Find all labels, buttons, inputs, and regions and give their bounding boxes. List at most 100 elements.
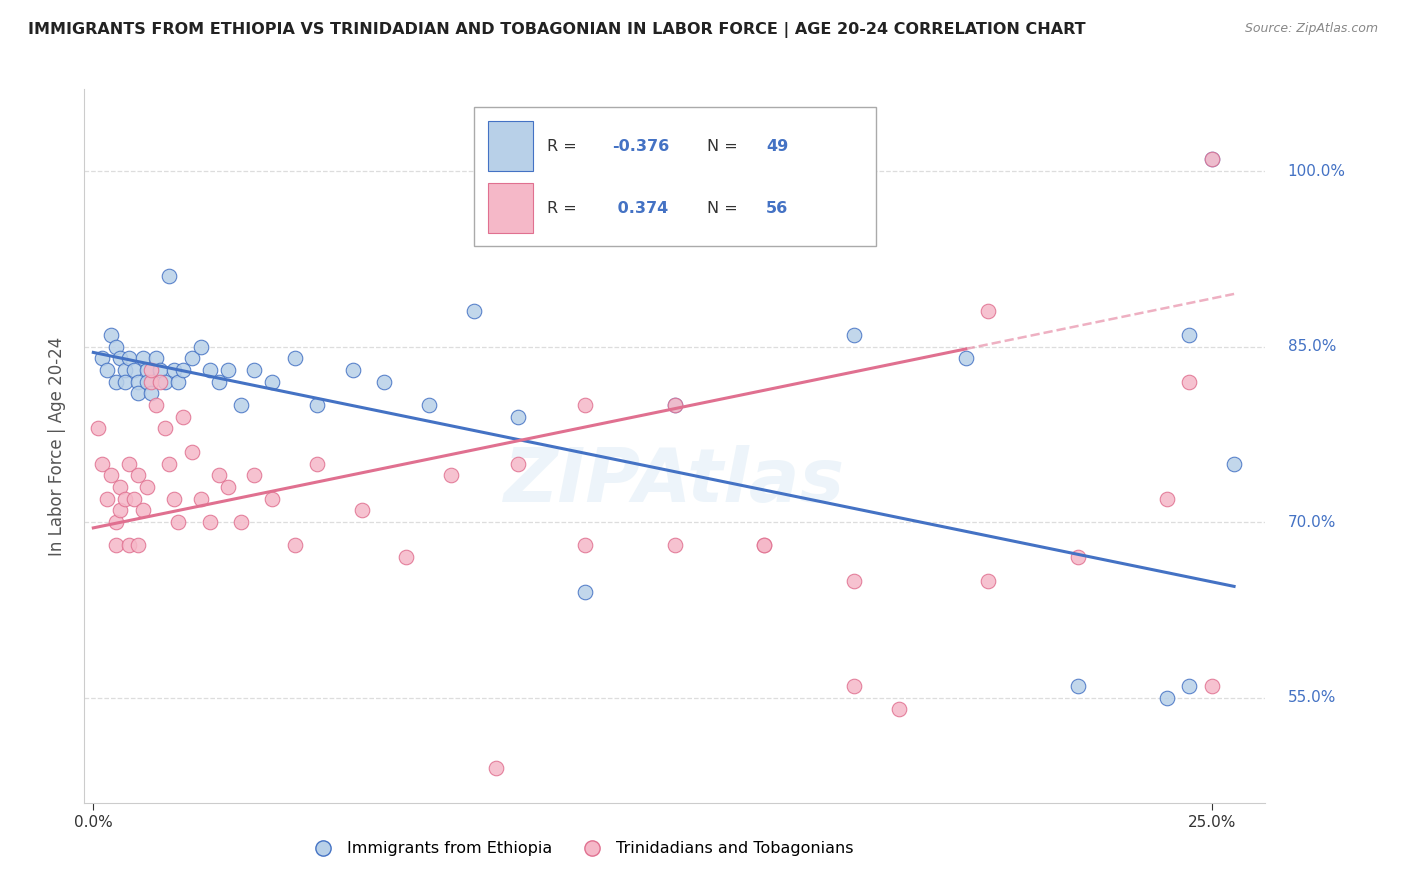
Point bbox=[305, 398, 328, 412]
Point bbox=[167, 515, 190, 529]
Point bbox=[1178, 679, 1201, 693]
Point bbox=[574, 398, 596, 412]
Text: R =: R = bbox=[547, 139, 576, 153]
Point bbox=[163, 363, 186, 377]
Point bbox=[136, 480, 159, 494]
Point bbox=[217, 363, 239, 377]
Point bbox=[131, 503, 153, 517]
Point bbox=[108, 503, 131, 517]
Point bbox=[127, 468, 149, 483]
Point bbox=[395, 550, 418, 565]
Point bbox=[180, 351, 202, 366]
Point bbox=[136, 375, 159, 389]
Text: 100.0%: 100.0% bbox=[1288, 163, 1346, 178]
Point bbox=[149, 375, 172, 389]
Point bbox=[145, 351, 167, 366]
Text: IMMIGRANTS FROM ETHIOPIA VS TRINIDADIAN AND TOBAGONIAN IN LABOR FORCE | AGE 20-2: IMMIGRANTS FROM ETHIOPIA VS TRINIDADIAN … bbox=[28, 22, 1085, 38]
Point bbox=[1156, 491, 1178, 506]
Point bbox=[104, 538, 127, 552]
Point bbox=[217, 480, 239, 494]
Point bbox=[122, 491, 145, 506]
Point bbox=[1201, 153, 1223, 167]
Point bbox=[418, 398, 440, 412]
Point bbox=[157, 269, 180, 284]
Point bbox=[207, 468, 229, 483]
Text: -0.376: -0.376 bbox=[612, 139, 669, 153]
Point bbox=[440, 468, 463, 483]
Point bbox=[977, 574, 1000, 588]
Point bbox=[842, 574, 865, 588]
Bar bbox=[488, 121, 533, 171]
Point bbox=[104, 375, 127, 389]
Point bbox=[114, 491, 136, 506]
Point bbox=[127, 386, 149, 401]
Point bbox=[1178, 327, 1201, 342]
Point bbox=[1156, 690, 1178, 705]
Text: 55.0%: 55.0% bbox=[1288, 690, 1336, 705]
Point bbox=[574, 538, 596, 552]
Point bbox=[141, 386, 163, 401]
Point bbox=[108, 351, 131, 366]
Point bbox=[243, 363, 266, 377]
Text: N =: N = bbox=[707, 139, 738, 153]
Text: ZIPAtlas: ZIPAtlas bbox=[505, 445, 845, 518]
Point bbox=[754, 538, 776, 552]
Point bbox=[91, 457, 114, 471]
Text: 56: 56 bbox=[766, 201, 789, 216]
Point bbox=[87, 421, 110, 435]
Point bbox=[104, 340, 127, 354]
Point bbox=[955, 351, 977, 366]
Point bbox=[664, 398, 686, 412]
Bar bbox=[488, 184, 533, 234]
Point bbox=[1066, 679, 1088, 693]
Point bbox=[96, 491, 118, 506]
Point bbox=[114, 363, 136, 377]
Point bbox=[163, 491, 186, 506]
Point bbox=[842, 679, 865, 693]
Point bbox=[122, 363, 145, 377]
Text: 0.374: 0.374 bbox=[612, 201, 668, 216]
Point bbox=[153, 421, 176, 435]
Point bbox=[1201, 679, 1223, 693]
Point bbox=[100, 468, 122, 483]
Point bbox=[157, 457, 180, 471]
Point bbox=[118, 538, 141, 552]
Text: N =: N = bbox=[707, 201, 738, 216]
Point bbox=[114, 375, 136, 389]
Point bbox=[167, 375, 190, 389]
Point bbox=[136, 363, 159, 377]
Point bbox=[131, 351, 153, 366]
Text: R =: R = bbox=[547, 201, 576, 216]
Point bbox=[198, 515, 221, 529]
Point bbox=[153, 375, 176, 389]
Y-axis label: In Labor Force | Age 20-24: In Labor Force | Age 20-24 bbox=[48, 336, 66, 556]
Point bbox=[207, 375, 229, 389]
Text: 70.0%: 70.0% bbox=[1288, 515, 1336, 530]
Point bbox=[180, 445, 202, 459]
Point bbox=[350, 503, 373, 517]
Point bbox=[284, 538, 307, 552]
Point bbox=[1201, 153, 1223, 167]
Point bbox=[145, 398, 167, 412]
Point bbox=[100, 327, 122, 342]
Point bbox=[149, 363, 172, 377]
Point bbox=[243, 468, 266, 483]
Point bbox=[172, 363, 194, 377]
Point bbox=[284, 351, 307, 366]
Point bbox=[1178, 375, 1201, 389]
Point bbox=[172, 409, 194, 424]
Point bbox=[104, 515, 127, 529]
Point bbox=[229, 515, 252, 529]
Point bbox=[141, 363, 163, 377]
Point bbox=[141, 375, 163, 389]
Point bbox=[754, 222, 776, 236]
Point bbox=[754, 538, 776, 552]
Text: Source: ZipAtlas.com: Source: ZipAtlas.com bbox=[1244, 22, 1378, 36]
Point bbox=[262, 375, 284, 389]
Point bbox=[118, 457, 141, 471]
Point bbox=[508, 409, 530, 424]
Point bbox=[373, 375, 395, 389]
Point bbox=[262, 491, 284, 506]
Point bbox=[342, 363, 364, 377]
Point bbox=[508, 457, 530, 471]
